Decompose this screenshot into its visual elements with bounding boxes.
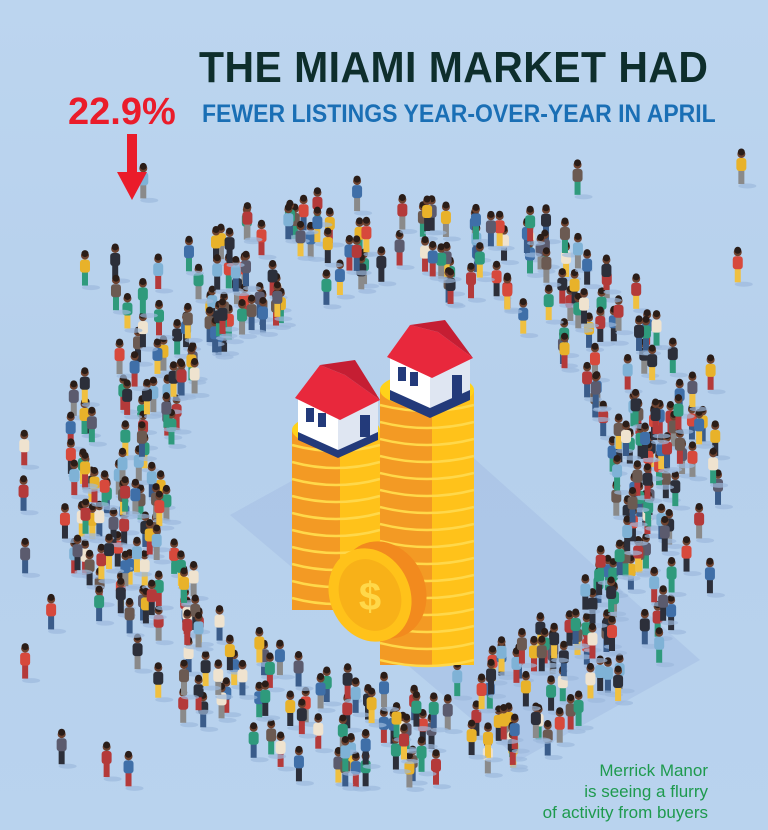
caption-line-1: Merrick Manor [599,761,708,780]
house-left-icon [295,360,380,458]
svg-text:$: $ [359,575,381,619]
headline-title: THE MIAMI MARKET HAD [199,43,709,92]
dollar-coin-icon: $ [328,541,427,642]
down-arrow-icon [117,134,147,200]
crowd-ring [18,148,757,792]
stat-value: 22.9% [68,91,176,133]
headline-subtitle: FEWER LISTINGS YEAR-OVER-YEAR IN APRIL [202,100,716,128]
house-right-icon [387,320,473,418]
caption-line-3: of activity from buyers [542,803,708,822]
caption: Merrick Manor is seeing a flurry of acti… [508,760,708,823]
caption-line-2: is seeing a flurry [584,782,708,801]
